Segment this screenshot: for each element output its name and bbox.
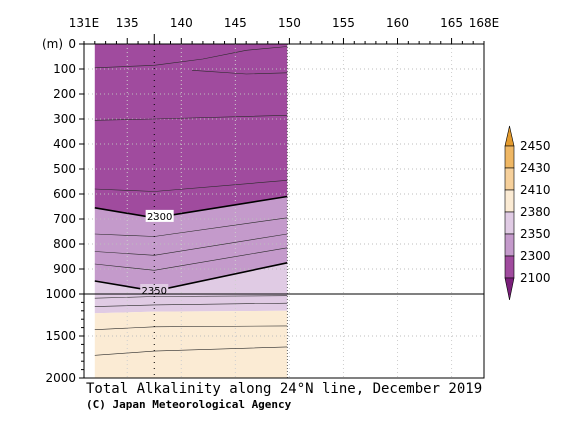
x-tick-label-7: 165 [440,16,463,30]
band-3 [94,310,288,378]
x-tick-label-3: 145 [224,16,247,30]
y-tick-label-7: 700 [53,212,76,226]
legend-label-5: 2300 [520,249,551,263]
y-unit-label: (m) [42,37,63,51]
contour-label-2350: 2350 [142,286,167,297]
contour-line-2 [94,115,288,121]
x-tick-label-4: 150 [278,16,301,30]
y-tick-label-11: 1500 [45,329,76,343]
legend-label-1: 2430 [520,161,551,175]
y-tick-label-12: 2000 [45,371,76,385]
y-tick-label-4: 400 [53,137,76,151]
y-tick-label-5: 500 [53,162,76,176]
y-tick-label-9: 900 [53,262,76,276]
x-tick-label-6: 160 [386,16,409,30]
contour-line-5 [94,233,288,256]
band-0 [94,44,288,218]
x-tick-label-2: 140 [170,16,193,30]
legend-label-2: 2410 [520,183,551,197]
legend-label-6: 2100 [520,271,551,285]
band-1 [94,196,288,291]
band-2 [94,262,288,314]
contour-line-10 [94,346,288,356]
color-legend: 2450 2430 2410 2380 2350 2300 2100 [504,125,551,301]
contour-line-3 [94,180,288,192]
legend-under-arrow [504,277,515,301]
legend-over-arrow [504,125,515,147]
plot-area: 2300 2350 [84,44,484,378]
chart-title: Total Alkalinity along 24°N line, Decemb… [86,381,482,397]
x-tick-label-1: 135 [116,16,139,30]
legend-label-0: 2450 [520,139,551,153]
chart-credit: (C) Japan Meteorological Agency [86,398,292,411]
contour-line-1 [192,70,288,75]
legend-label-3: 2380 [520,205,551,219]
legend-box-4 [504,233,515,257]
y-tick-label-3: 300 [53,112,76,126]
axes: 0 100 200 300 400 500 600 700 800 900 1000 1500 2000… [42,16,499,385]
legend-box-2 [504,189,515,213]
y-tick-label-2: 200 [53,87,76,101]
legend-box-1 [504,167,515,191]
x-tick-label-0: 131E [69,16,100,30]
contour-label-2300: 2300 [147,212,172,223]
contour-line-8 [94,302,288,307]
legend-box-3 [504,211,515,235]
plot-frame [83,43,485,379]
legend-box-5 [504,255,515,279]
contour-label-bg-2300 [145,209,174,222]
y-tick-label-1: 100 [53,62,76,76]
x-tick-label-8: 168E [469,16,500,30]
y-tick-label-10: 1000 [45,287,76,301]
legend-box-0 [504,145,515,169]
y-tick-label-6: 600 [53,187,76,201]
contour-line-6 [94,247,288,271]
y-tick-label-8: 800 [53,237,76,251]
y-tick-label-0: 0 [68,37,76,51]
legend-label-4: 2350 [520,227,551,241]
x-tick-label-5: 155 [332,16,355,30]
contour-line-0 [94,46,288,69]
